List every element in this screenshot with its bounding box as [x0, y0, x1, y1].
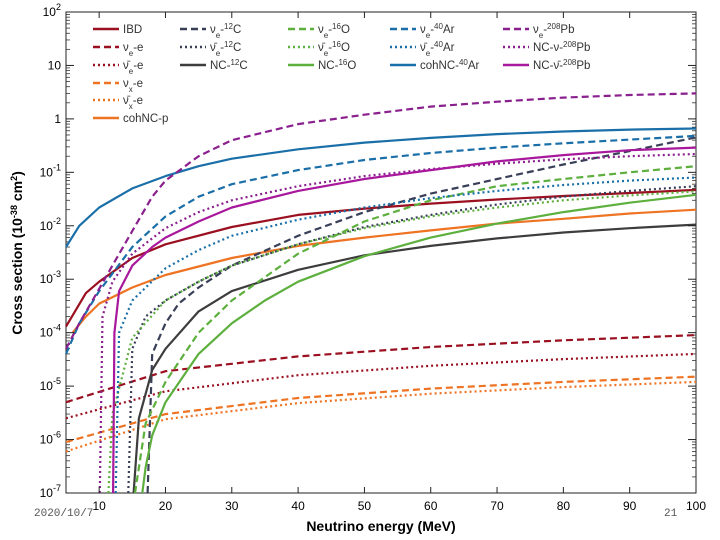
x-tick-label: 30: [225, 499, 239, 513]
legend-label-NC-16O: NC-16O: [318, 58, 356, 73]
y-tick-label: 10: [48, 58, 62, 72]
legend: IBD νe-e ν̄e-e νx-eν̄x-e cohNC-p νe-12Cν̄e-12…: [93, 22, 590, 125]
series-nubar_e-40Ar: [114, 176, 697, 494]
series-NC-16O: [141, 193, 697, 494]
legend-label-nubar_e-40Ar: ν̄e-40Ar: [420, 40, 455, 58]
x-tick-label: 70: [490, 499, 504, 513]
legend-label-nubar_e-e: ν̄e-e: [123, 60, 143, 76]
series-cohNC-p: [71, 208, 697, 334]
legend-label-NC-nubar-208Pb: NC-ν̄-208Pb: [533, 58, 590, 73]
y-tick-label: 10-7: [40, 483, 61, 500]
legend-label-cohNC-p: cohNC-p: [123, 113, 168, 125]
series-nubar_e-16O: [107, 190, 697, 494]
x-tick-label: 50: [358, 499, 372, 513]
axis-ticks: 10 20 30 40 50 60 70 80 90 100 10-7 10-6 10-5 10-4 10-…: [40, 2, 707, 513]
legend-label-nu_e-12C: νe-12C: [210, 22, 241, 40]
legend-label-nu_e-40Ar: νe-40Ar: [420, 22, 455, 40]
x-tick-label: 80: [557, 499, 571, 513]
series-NC-12C: [132, 223, 697, 494]
x-tick-label: 90: [623, 499, 637, 513]
legend-label-nu_e-208Pb: νe-208Pb: [533, 22, 574, 40]
y-tick-label: 10-4: [40, 323, 61, 340]
y-tick-label: 10-6: [40, 430, 61, 447]
legend-label-nubar_e-16O: ν̄e-16O: [318, 40, 350, 58]
series-layer: [64, 92, 697, 494]
legend-label-NC-nu-208Pb: NC-ν-208Pb: [533, 40, 590, 55]
y-axis-title: Cross section (10-38 cm2): [9, 171, 25, 335]
x-tick-label: 60: [424, 499, 438, 513]
x-tick-label: 20: [159, 499, 173, 513]
series-nu_x-e: [65, 375, 697, 444]
legend-label-nu_e-16O: νe-16O: [318, 22, 350, 40]
x-tick-label: 10: [92, 499, 106, 513]
legend-label-nu_e-e: νe-e: [123, 42, 143, 58]
series-NC-nubar-208Pb: [112, 146, 697, 494]
series-nubar_x-e: [65, 380, 697, 453]
series-IBD: [65, 188, 697, 328]
series-nu_e-208Pb: [65, 92, 697, 350]
x-tick-label: 40: [291, 499, 305, 513]
series-nu_e-40Ar: [64, 134, 697, 355]
y-tick-label: 10-1: [40, 162, 61, 179]
slide-page-number: 21: [664, 508, 678, 520]
series-nubar_e-e: [65, 352, 697, 420]
legend-label-nu_x-e: νx-e: [123, 78, 143, 94]
legend-label-cohNC-40Ar: cohNC-40Ar: [420, 58, 480, 73]
y-tick-label: 10-3: [40, 269, 61, 286]
legend-label-nubar_e-12C: ν̄e-12C: [210, 40, 241, 58]
x-tick-label: 100: [686, 499, 706, 513]
y-tick-label: 102: [43, 2, 61, 19]
legend-label-IBD: IBD: [123, 24, 142, 36]
legend-label-NC-12C: NC-12C: [210, 58, 248, 73]
y-tick-label: 10-2: [40, 216, 61, 233]
slide-date: 2020/10/7: [34, 508, 94, 520]
y-tick-label: 1: [54, 112, 61, 126]
y-tick-label: 10-5: [40, 376, 61, 393]
series-nu_e-12C: [146, 136, 697, 494]
series-cohNC-40Ar: [65, 127, 697, 248]
x-axis-title: Neutrino energy (MeV): [306, 518, 455, 534]
legend-label-nubar_x-e: ν̄x-e: [123, 95, 143, 111]
